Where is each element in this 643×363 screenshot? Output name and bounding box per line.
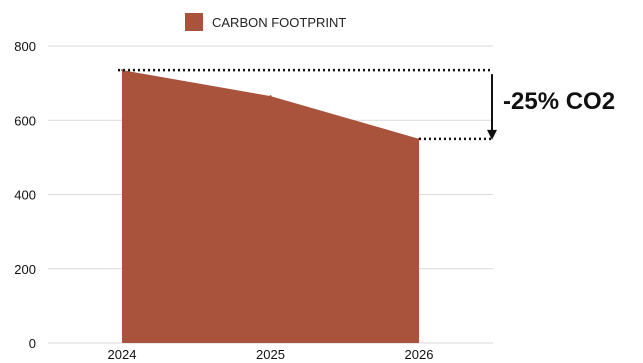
y-tick-label: 0 <box>29 336 36 351</box>
x-tick-label: 2024 <box>108 347 137 362</box>
legend-swatch[interactable] <box>185 13 203 31</box>
data-point-2024[interactable] <box>121 69 123 72</box>
y-tick-label: 800 <box>14 39 36 54</box>
legend[interactable]: CARBON FOOTPRINT <box>185 13 346 31</box>
x-tick-label: 2026 <box>405 347 434 362</box>
y-tick-label: 600 <box>14 113 36 128</box>
reduction-arrow-head-icon <box>487 129 497 140</box>
reduction-label: -25% CO2 <box>503 88 615 115</box>
y-tick-label: 400 <box>14 188 36 203</box>
y-axis-ticks: 0 200 400 600 800 <box>14 39 36 351</box>
legend-label[interactable]: CARBON FOOTPRINT <box>212 15 346 30</box>
reduction-annotation: -25% CO2 <box>118 68 615 141</box>
x-tick-label: 2025 <box>256 347 285 362</box>
data-point-2025[interactable] <box>269 95 272 98</box>
series-area-layer <box>121 69 420 343</box>
carbon-footprint-area[interactable] <box>122 70 419 343</box>
x-axis-ticks: 2024 2025 2026 <box>108 347 434 362</box>
y-tick-label: 200 <box>14 262 36 277</box>
